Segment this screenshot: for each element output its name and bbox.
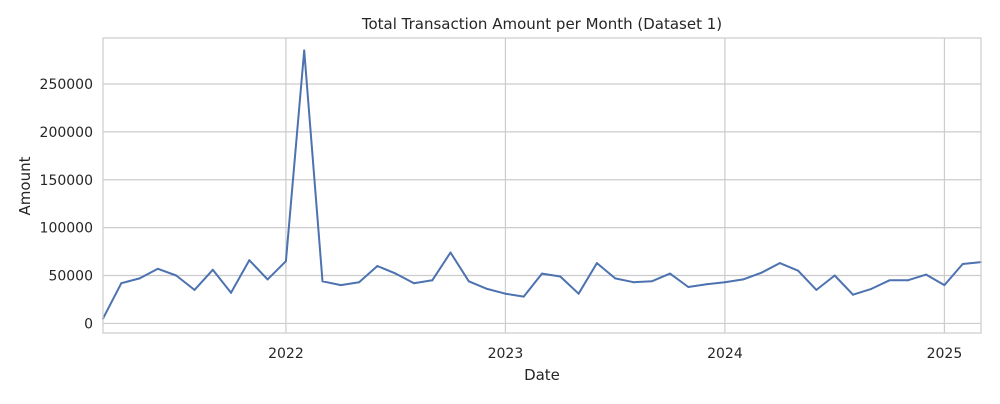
data-point [559,275,562,278]
y-tick-label: 150000 [40,173,93,189]
x-axis-title: Date [524,366,560,384]
data-point [943,284,946,287]
data-point [376,264,379,267]
data-point [248,259,251,262]
plot-frame [102,37,982,334]
data-point [888,279,891,282]
data-point [833,274,836,277]
data-point [815,288,818,291]
data-point [138,277,141,280]
data-point [412,282,415,285]
data-point [266,278,269,281]
data-point [650,280,653,283]
y-tick-label: 50000 [48,269,93,285]
y-tick-label: 0 [84,316,93,332]
data-point [358,281,361,284]
data-point [321,280,324,283]
data-point [870,287,873,290]
data-point [467,280,470,283]
data-point [541,272,543,275]
data-point [961,263,964,266]
grid-lines [103,38,981,333]
data-point [632,281,635,284]
data-point [906,279,909,282]
data-point [193,288,196,291]
data-point [431,279,434,282]
x-tick-label: 2024 [707,346,743,362]
data-point [449,251,452,254]
data-point [230,291,233,294]
data-point [120,282,123,285]
data-point [303,49,306,52]
data-point [339,284,342,287]
data-point [778,262,781,265]
data-point [284,260,287,263]
data-point [595,262,598,265]
data-point [669,272,672,275]
chart-title: Total Transaction Amount per Month (Data… [361,15,722,33]
x-tick-label: 2022 [268,346,304,362]
data-point [394,272,397,275]
x-tick-labels: 2022 2023 2024 2025 [268,346,962,362]
data-point [504,292,507,295]
y-tick-label: 200000 [40,125,93,141]
data-point [211,268,214,271]
data-point [577,292,580,295]
y-tick-label: 250000 [40,77,93,93]
data-point [742,278,745,281]
data-point [705,283,708,286]
data-point [851,293,854,296]
y-axis-title: Amount [16,156,34,215]
data-point [687,286,690,289]
x-tick-label: 2025 [927,346,963,362]
data-point [797,269,800,272]
data-point [760,271,763,274]
y-tick-label: 100000 [40,221,93,237]
data-point [175,274,178,277]
data-point [156,267,159,270]
data-point [925,273,928,276]
data-point [486,287,489,290]
plot-area [103,38,981,333]
y-tick-labels: 0 50000 100000 150000 200000 250000 [40,77,93,332]
data-point [723,281,726,284]
x-tick-label: 2023 [488,346,524,362]
data-point [614,277,617,280]
data-point [522,295,525,298]
